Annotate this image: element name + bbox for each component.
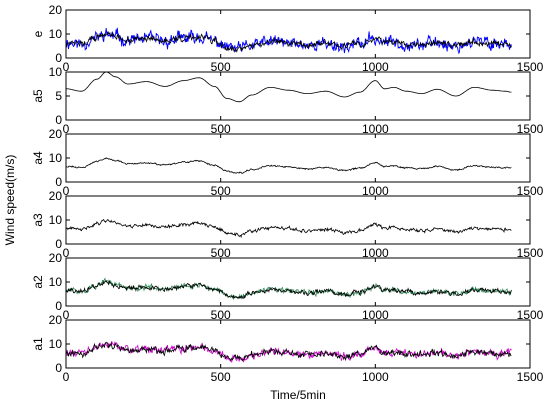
xtick-label-a2-0: 0: [63, 308, 70, 322]
panel-a1: 0 10 20 0 500 1000 1500 a1: [31, 313, 544, 384]
xtick-label-e-3: 1500: [517, 60, 544, 74]
x-axis-label: Time/5min: [270, 388, 326, 402]
ytick-label-a5-1: 5: [55, 89, 62, 103]
xtick-label-a4-2: 1000: [362, 184, 389, 198]
ytick-label-a1-0: 0: [55, 361, 62, 375]
panel-label-e: e: [31, 30, 45, 37]
series-line-a2-1: [66, 279, 512, 300]
xtick-label-a5-3: 1500: [517, 122, 544, 136]
xtick-label-a2-2: 1000: [362, 308, 389, 322]
panel-frame-a1: [65, 319, 531, 369]
panel-e: 0 10 20 0 500 1000 1500 e: [31, 3, 544, 74]
series-line-a5-0: [66, 72, 512, 103]
xtick-label-a4-0: 0: [63, 184, 70, 198]
xtick-label-a1-2: 1000: [362, 370, 389, 384]
ytick-label-a3-0: 0: [55, 237, 62, 251]
series-line-e-1: [66, 31, 512, 54]
panel-frame-a2: [65, 257, 531, 307]
xtick-label-a2-1: 500: [211, 308, 231, 322]
panel-frame-e: [65, 9, 531, 59]
xtick-label-e-0: 0: [63, 60, 70, 74]
xtick-label-a4-1: 500: [211, 184, 231, 198]
panel-label-a5: a5: [31, 89, 45, 103]
panel-frame-a4: [65, 133, 531, 183]
xtick-label-e-1: 500: [211, 60, 231, 74]
ytick-label-a4-1: 10: [49, 151, 63, 165]
panel-label-a3: a3: [31, 213, 45, 227]
ytick-label-e-2: 20: [49, 3, 63, 17]
panel-label-a2: a2: [31, 275, 45, 289]
series-line-a3-0: [66, 219, 512, 239]
ytick-label-a4-0: 0: [55, 175, 62, 189]
xtick-label-a3-2: 1000: [362, 246, 389, 260]
xtick-label-a3-1: 500: [211, 246, 231, 260]
xtick-label-a1-1: 500: [211, 370, 231, 384]
panel-frame-a3: [65, 195, 531, 245]
ytick-label-a1-1: 10: [49, 337, 63, 351]
xtick-label-a3-3: 1500: [517, 246, 544, 260]
xtick-label-a5-0: 0: [63, 122, 70, 136]
panel-a2: 0 10 20 0 500 1000 1500 a2: [31, 251, 544, 322]
ytick-label-a3-2: 20: [49, 189, 63, 203]
panel-a3: 0 10 20 0 500 1000 1500 a3: [31, 189, 544, 260]
panel-a4: 0 10 20 0 500 1000 1500 a4: [31, 127, 544, 198]
xtick-label-a3-0: 0: [63, 246, 70, 260]
panel-label-a4: a4: [31, 151, 45, 165]
ytick-label-a2-2: 20: [49, 251, 63, 265]
panel-frame-a5: [65, 71, 531, 121]
xtick-label-a1-3: 1500: [517, 370, 544, 384]
ytick-label-a5-0: 0: [55, 113, 62, 127]
ytick-label-e-0: 0: [55, 51, 62, 65]
panel-a5: 0 5 10 0 500 1000 1500 a5: [31, 65, 544, 136]
series-line-a1-1: [66, 341, 512, 362]
xtick-label-e-2: 1000: [362, 60, 389, 74]
ytick-label-a5-2: 10: [49, 65, 63, 79]
xtick-label-a4-3: 1500: [517, 184, 544, 198]
xtick-label-a1-0: 0: [63, 370, 70, 384]
panel-label-a1: a1: [31, 337, 45, 351]
xtick-label-a2-3: 1500: [517, 308, 544, 322]
ytick-label-a3-1: 10: [49, 213, 63, 227]
ytick-label-e-1: 10: [49, 27, 63, 41]
xtick-label-a5-1: 500: [211, 122, 231, 136]
ytick-label-a1-2: 20: [49, 313, 63, 327]
series-line-a2-0: [66, 277, 512, 301]
y-axis-label: Wind speed(m/s): [3, 155, 17, 246]
ytick-label-a2-1: 10: [49, 275, 63, 289]
series-line-a4-0: [66, 157, 512, 174]
ytick-label-a2-0: 0: [55, 299, 62, 313]
xtick-label-a5-2: 1000: [362, 122, 389, 136]
ytick-label-a4-2: 20: [49, 127, 63, 141]
